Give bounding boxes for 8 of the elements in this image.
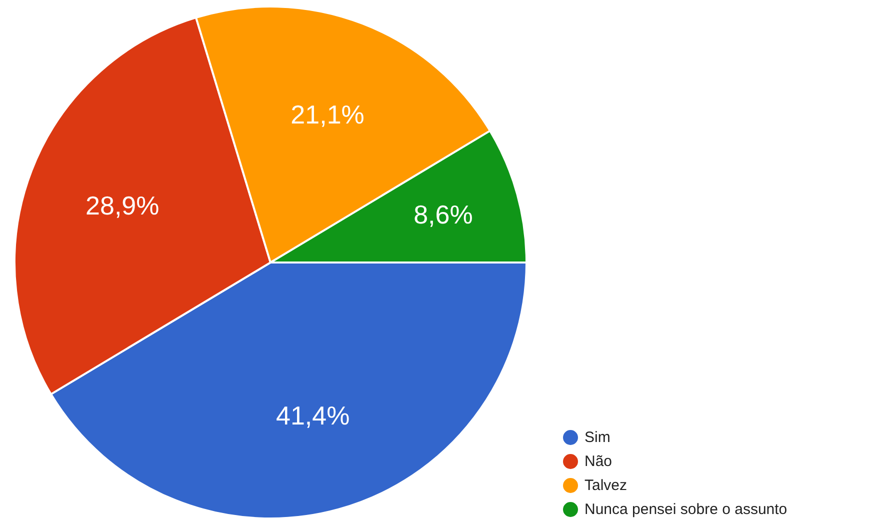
- data-label: 21,1%: [290, 99, 364, 130]
- legend-label: Não: [584, 453, 612, 470]
- legend-label: Talvez: [584, 477, 628, 494]
- data-label: 28,9%: [86, 190, 160, 220]
- data-label: 41,4%: [276, 400, 350, 430]
- data-label: 8,6%: [414, 200, 473, 230]
- legend-label: Sim: [584, 429, 610, 446]
- legend-label: Nunca pensei sobre o assunto: [584, 501, 788, 518]
